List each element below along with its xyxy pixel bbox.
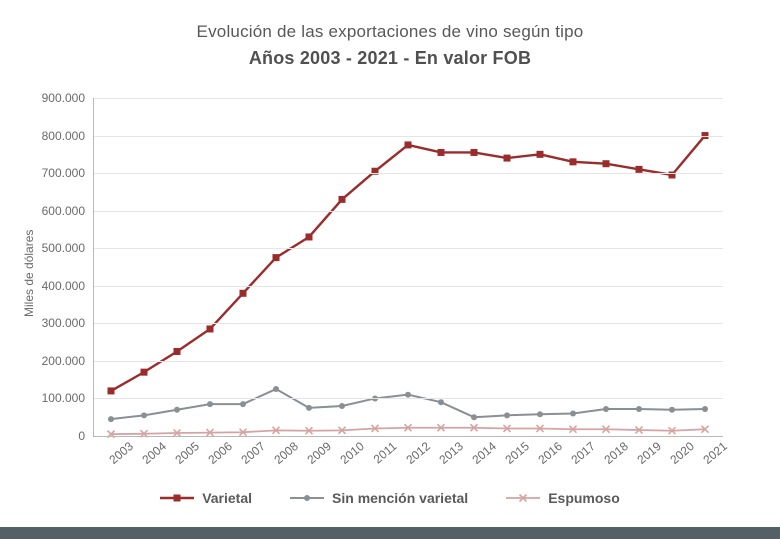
- y-tick-label: 0: [78, 429, 93, 443]
- grid-line: [93, 398, 723, 399]
- x-tick-label: 2011: [368, 436, 399, 466]
- series-marker-sin_mencion: [471, 414, 477, 420]
- series-marker-sin_mencion: [273, 386, 279, 392]
- legend-label: Varietal: [202, 490, 252, 506]
- x-tick-label: 2008: [269, 436, 301, 467]
- x-tick-label: 2004: [137, 436, 169, 467]
- legend-swatch-espumoso: [506, 491, 540, 505]
- series-marker-sin_mencion: [240, 401, 246, 407]
- y-tick-label: 600.000: [42, 204, 93, 218]
- y-axis-title: Miles de dólares: [22, 230, 36, 317]
- x-tick-label: 2020: [665, 436, 697, 467]
- x-tick-label: 2009: [302, 436, 334, 467]
- series-marker-sin_mencion: [669, 407, 675, 413]
- series-marker-varietal: [273, 254, 280, 261]
- series-marker-varietal: [339, 196, 346, 203]
- series-marker-varietal: [570, 158, 577, 165]
- y-tick-label: 300.000: [42, 316, 93, 330]
- series-marker-sin_mencion: [108, 416, 114, 422]
- y-axis-line: [93, 98, 94, 436]
- legend-item-espumoso: Espumoso: [506, 490, 620, 506]
- grid-line: [93, 98, 723, 99]
- grid-line: [93, 136, 723, 137]
- grid-line: [93, 173, 723, 174]
- series-marker-sin_mencion: [339, 403, 345, 409]
- y-tick-label: 800.000: [42, 129, 93, 143]
- series-marker-varietal: [636, 166, 643, 173]
- x-tick-label: 2014: [467, 436, 499, 467]
- series-marker-varietal: [240, 290, 247, 297]
- series-marker-varietal: [141, 369, 148, 376]
- series-marker-varietal: [108, 387, 115, 394]
- series-marker-sin_mencion: [504, 412, 510, 418]
- legend-label: Sin mención varietal: [332, 490, 468, 506]
- legend-item-varietal: Varietal: [160, 490, 252, 506]
- chart-title-block: Evolución de las exportaciones de vino s…: [0, 22, 780, 69]
- y-tick-label: 200.000: [42, 354, 93, 368]
- chart-series-svg: [93, 98, 723, 436]
- grid-line: [93, 361, 723, 362]
- series-marker-varietal: [174, 348, 181, 355]
- chart-title: Evolución de las exportaciones de vino s…: [0, 22, 780, 42]
- x-tick-label: 2003: [104, 436, 136, 467]
- series-marker-varietal: [207, 325, 214, 332]
- footer-bar: [0, 527, 780, 539]
- series-marker-sin_mencion: [141, 412, 147, 418]
- wine-export-chart: Evolución de las exportaciones de vino s…: [0, 0, 780, 539]
- x-tick-label: 2021: [698, 436, 730, 467]
- series-marker-varietal: [603, 160, 610, 167]
- x-tick-label: 2013: [434, 436, 466, 467]
- x-tick-label: 2015: [500, 436, 532, 467]
- legend-item-sin_mencion: Sin mención varietal: [290, 490, 468, 506]
- x-tick-label: 2016: [533, 436, 565, 467]
- series-marker-sin_mencion: [306, 405, 312, 411]
- x-tick-label: 2010: [335, 436, 367, 467]
- y-tick-label: 400.000: [42, 279, 93, 293]
- legend-label: Espumoso: [548, 490, 620, 506]
- series-marker-sin_mencion: [570, 410, 576, 416]
- series-marker-sin_mencion: [636, 406, 642, 412]
- series-marker-varietal: [537, 151, 544, 158]
- y-tick-label: 900.000: [42, 91, 93, 105]
- grid-line: [93, 248, 723, 249]
- chart-legend: Varietal Sin mención varietal Espumoso: [0, 490, 780, 506]
- x-tick-label: 2006: [203, 436, 235, 467]
- y-tick-label: 500.000: [42, 241, 93, 255]
- x-tick-label: 2005: [170, 436, 202, 467]
- x-tick-label: 2019: [632, 436, 664, 467]
- plot-area: 0100.000200.000300.000400.000500.000600.…: [93, 98, 723, 436]
- series-marker-varietal: [405, 141, 412, 148]
- series-marker-sin_mencion: [603, 406, 609, 412]
- grid-line: [93, 286, 723, 287]
- series-marker-sin_mencion: [702, 406, 708, 412]
- grid-line: [93, 323, 723, 324]
- series-marker-varietal: [306, 233, 313, 240]
- series-marker-sin_mencion: [537, 411, 543, 417]
- series-marker-sin_mencion: [405, 392, 411, 398]
- legend-swatch-varietal: [160, 491, 194, 505]
- series-marker-sin_mencion: [438, 399, 444, 405]
- x-tick-label: 2018: [599, 436, 631, 467]
- chart-subtitle: Años 2003 - 2021 - En valor FOB: [0, 48, 780, 69]
- y-tick-label: 100.000: [42, 391, 93, 405]
- series-marker-varietal: [438, 149, 445, 156]
- y-tick-label: 700.000: [42, 166, 93, 180]
- x-tick-label: 2017: [566, 436, 598, 467]
- series-marker-varietal: [471, 149, 478, 156]
- x-tick-label: 2007: [236, 436, 268, 467]
- x-tick-label: 2012: [401, 436, 433, 467]
- legend-swatch-sin_mencion: [290, 491, 324, 505]
- grid-line: [93, 211, 723, 212]
- series-marker-sin_mencion: [207, 401, 213, 407]
- series-marker-sin_mencion: [174, 407, 180, 413]
- series-marker-varietal: [504, 155, 511, 162]
